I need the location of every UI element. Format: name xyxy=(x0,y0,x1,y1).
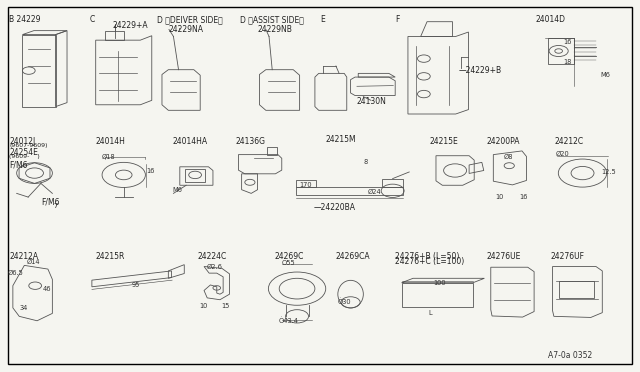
Text: 18: 18 xyxy=(563,59,572,65)
Text: E: E xyxy=(320,15,324,25)
Text: 12.5: 12.5 xyxy=(602,169,616,175)
Text: 24269CA: 24269CA xyxy=(336,252,371,261)
Text: D 〈ASSIST SIDE〉: D 〈ASSIST SIDE〉 xyxy=(241,15,304,25)
Text: 24014HA: 24014HA xyxy=(172,137,207,146)
Text: F/M6: F/M6 xyxy=(41,197,60,206)
Text: B 24229: B 24229 xyxy=(9,15,40,25)
Text: 16: 16 xyxy=(147,168,155,174)
Text: 24276+B (L=50): 24276+B (L=50) xyxy=(395,252,460,261)
Text: 24212A: 24212A xyxy=(9,252,38,261)
Text: 46: 46 xyxy=(43,286,51,292)
Text: 10: 10 xyxy=(495,194,504,200)
Text: 24215R: 24215R xyxy=(96,252,125,261)
Text: 24269C: 24269C xyxy=(274,252,303,261)
Text: F/M6: F/M6 xyxy=(9,160,28,169)
Text: (9609-    ): (9609- ) xyxy=(9,154,40,159)
Text: —24220BA: —24220BA xyxy=(314,203,356,212)
Text: Ø20: Ø20 xyxy=(556,151,570,157)
Text: 24229NB: 24229NB xyxy=(257,25,292,34)
Text: 24254E: 24254E xyxy=(9,148,38,157)
Text: M6: M6 xyxy=(172,187,182,193)
Text: Ø2.6: Ø2.6 xyxy=(207,263,223,270)
Text: 24130N: 24130N xyxy=(356,97,386,106)
Text: 8: 8 xyxy=(364,160,367,166)
Text: 24200PA: 24200PA xyxy=(487,137,520,146)
Text: 170: 170 xyxy=(300,182,312,187)
Text: 24014H: 24014H xyxy=(96,137,125,146)
Text: A7-0a 0352: A7-0a 0352 xyxy=(548,352,593,360)
Text: Ò55: Ò55 xyxy=(282,259,296,266)
Text: 24212C: 24212C xyxy=(554,137,584,146)
Text: 24215E: 24215E xyxy=(429,137,458,146)
Text: Ò43.4: Ò43.4 xyxy=(278,317,299,324)
Text: C: C xyxy=(90,15,95,25)
Text: (9607-9609): (9607-9609) xyxy=(9,143,47,148)
Text: Ò30: Ò30 xyxy=(338,299,351,305)
Text: 24276+C (L=100): 24276+C (L=100) xyxy=(395,257,465,266)
Text: 15: 15 xyxy=(221,304,230,310)
Text: Ø8: Ø8 xyxy=(504,154,513,160)
Text: —24229+B: —24229+B xyxy=(459,66,502,75)
Text: 95: 95 xyxy=(132,282,140,288)
Text: 24224C: 24224C xyxy=(198,252,227,261)
Text: 24014D: 24014D xyxy=(536,15,565,25)
Text: M6: M6 xyxy=(600,72,611,78)
Text: 24276UE: 24276UE xyxy=(487,252,522,261)
Text: Ø18: Ø18 xyxy=(102,154,116,160)
Text: 24012J: 24012J xyxy=(9,137,35,146)
Text: 24136G: 24136G xyxy=(236,137,266,146)
Text: 24229+A: 24229+A xyxy=(113,20,148,30)
Text: F: F xyxy=(395,15,399,25)
Text: 24276UF: 24276UF xyxy=(550,252,585,261)
Text: Ø14: Ø14 xyxy=(27,259,40,265)
Text: 100: 100 xyxy=(433,280,446,286)
Text: 16: 16 xyxy=(519,194,527,200)
Text: 24229NA: 24229NA xyxy=(168,25,204,34)
Text: Ø6.5: Ø6.5 xyxy=(8,270,24,276)
Text: 7: 7 xyxy=(54,203,58,209)
Text: 34: 34 xyxy=(19,305,28,311)
Text: Ø24: Ø24 xyxy=(368,189,381,195)
Text: 16: 16 xyxy=(563,39,572,45)
Text: 10: 10 xyxy=(199,304,207,310)
Text: 24215M: 24215M xyxy=(325,135,356,144)
Text: D 〈DEIVER SIDE〉: D 〈DEIVER SIDE〉 xyxy=(157,15,223,25)
Text: L: L xyxy=(428,310,432,316)
